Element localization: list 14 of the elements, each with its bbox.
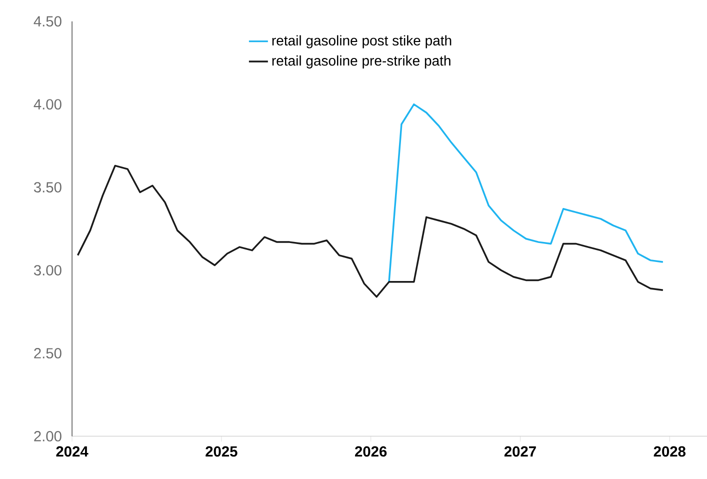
line-series	[388, 103, 664, 283]
y-tick-label: 4.00	[34, 99, 62, 110]
x-tick-label: 2027	[504, 446, 536, 457]
x-tick-label: 2024	[56, 446, 88, 457]
legend-label: retail gasoline post stike path	[272, 35, 452, 48]
y-tick-label: 2.50	[34, 348, 62, 358]
y-tick-label: 3.50	[34, 182, 62, 193]
legend-label: retail gasoline pre-strike path	[272, 55, 450, 69]
y-tick-label: 2.00	[34, 431, 62, 442]
x-tick-label: 2026	[355, 446, 387, 457]
x-tick-label: 2028	[654, 446, 686, 457]
x-tick-label: 2025	[206, 446, 238, 457]
y-tick-label: 3.00	[34, 265, 62, 276]
y-tick-label: 4.50	[34, 16, 62, 27]
